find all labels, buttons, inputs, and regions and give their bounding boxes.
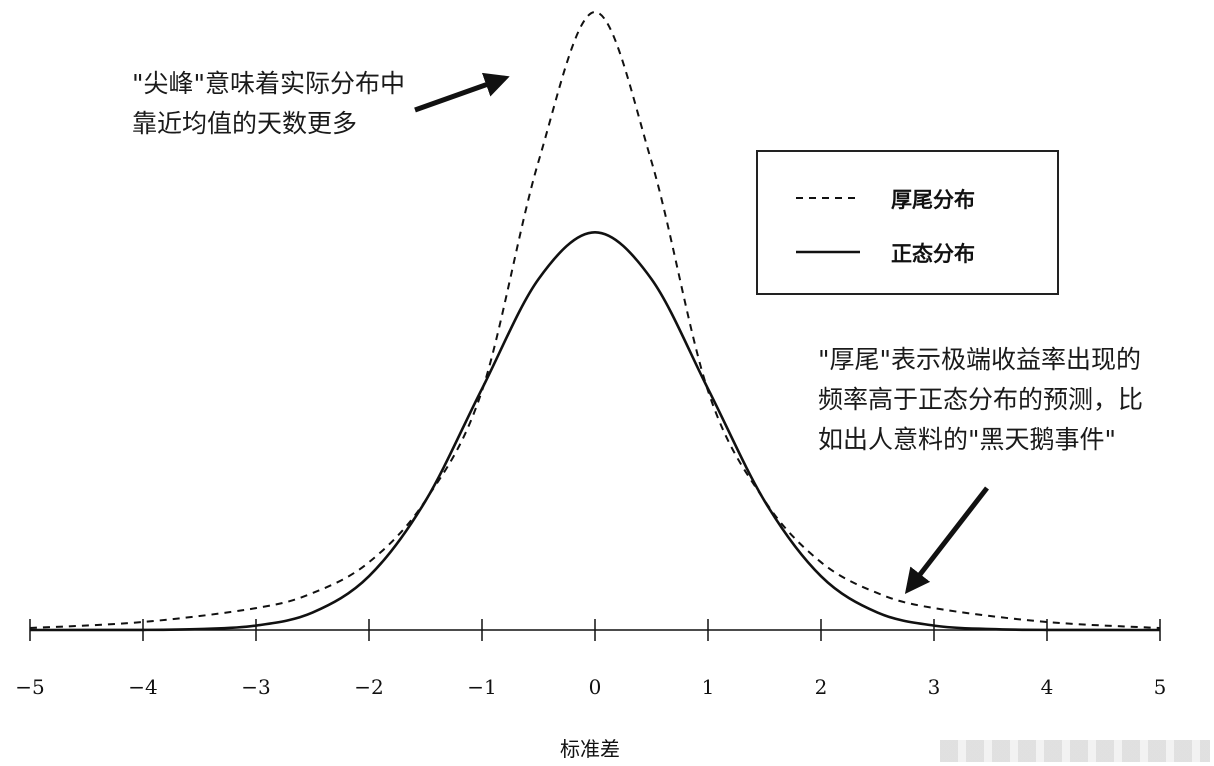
annotation-peak-line-1: "尖峰"意味着实际分布中 <box>132 69 405 98</box>
annotation-peak-line-2: 靠近均值的天数更多 <box>132 109 358 138</box>
legend-label-normal: 正态分布 <box>891 241 975 266</box>
annotation-peak: "尖峰"意味着实际分布中 靠近均值的天数更多 <box>132 64 405 144</box>
x-tick-label: −1 <box>467 675 496 699</box>
x-tick-label: −3 <box>241 675 270 699</box>
annotation-tail: "厚尾"表示极端收益率出现的 频率高于正态分布的预测，比 如出人意料的"黑天鹅事… <box>818 340 1143 460</box>
legend: 厚尾分布 正态分布 <box>756 150 1059 295</box>
annotation-arrow-tail <box>904 486 989 594</box>
annotation-tail-line-2: 频率高于正态分布的预测，比 <box>818 385 1144 414</box>
watermark <box>940 740 1210 762</box>
x-tick-label: 2 <box>815 675 828 699</box>
x-tick-label: 3 <box>928 675 941 699</box>
series-line-normal <box>29 230 1161 632</box>
x-tick-label: 1 <box>702 675 715 699</box>
annotation-arrow-peak <box>414 72 510 113</box>
x-tick-label: −2 <box>354 675 383 699</box>
x-tick-label: 0 <box>589 675 602 699</box>
series-line-fat-tail <box>29 10 1161 629</box>
annotation-tail-line-1: "厚尾"表示极端收益率出现的 <box>818 345 1141 374</box>
x-tick-label: −5 <box>15 675 44 699</box>
legend-label-fat-tail: 厚尾分布 <box>891 187 975 212</box>
legend-swatches <box>796 197 860 254</box>
annotation-tail-line-3: 如出人意料的"黑天鹅事件" <box>818 425 1116 454</box>
x-tick-label: 5 <box>1154 675 1167 699</box>
x-tick-label: 4 <box>1041 675 1054 699</box>
x-axis-label: 标准差 <box>560 737 620 761</box>
x-tick-label: −4 <box>128 675 157 699</box>
